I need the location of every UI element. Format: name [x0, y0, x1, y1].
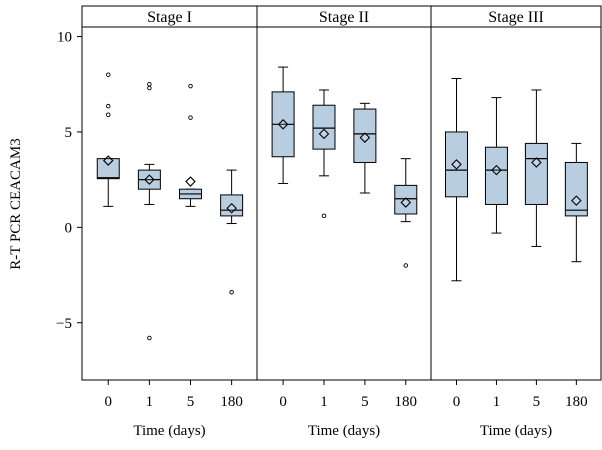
x-tick-label: 0	[279, 394, 287, 410]
box-180	[220, 169, 244, 295]
box-0	[96, 72, 120, 207]
x-tick-label: 0	[105, 394, 113, 410]
box-5	[524, 89, 548, 247]
outlier-point	[403, 263, 409, 268]
mean-marker	[491, 164, 502, 176]
mean-marker	[277, 119, 289, 130]
x-tick-label: 5	[533, 394, 541, 410]
outlier-point	[147, 85, 152, 91]
panel: Stage I 0 1 5 180 Time (days)	[81, 5, 258, 439]
mean-marker	[144, 174, 155, 185]
mean-marker	[531, 157, 542, 168]
mean-marker	[400, 197, 412, 208]
box-1	[137, 81, 161, 341]
outlier-point	[105, 72, 111, 77]
outlier-point	[147, 335, 152, 341]
x-tick-label: 1	[146, 394, 154, 410]
x-tick-label: 180	[395, 394, 418, 410]
x-tick-label: 5	[187, 394, 195, 410]
box-iqr	[524, 142, 548, 205]
box-iqr	[394, 184, 418, 215]
outlier-point	[147, 81, 152, 87]
outlier-point	[188, 83, 193, 89]
x-axis-label: Time (days)	[480, 423, 552, 439]
box-5	[179, 83, 202, 207]
y-axis-label: R-T PCR CEACAM3	[8, 138, 24, 269]
x-tick-label: 1	[493, 394, 501, 410]
x-tick-label: 1	[320, 394, 328, 410]
panel-title: Stage II	[319, 9, 369, 26]
box-iqr	[484, 146, 508, 205]
box-0	[271, 66, 295, 184]
x-axis-label: Time (days)	[133, 423, 205, 439]
y-tick-label: −5	[56, 316, 72, 332]
outlier-point	[105, 103, 111, 109]
mean-marker	[102, 155, 114, 166]
panel: Stage III 0 1 5 180 Time (days)	[430, 5, 602, 439]
x-tick-label: 5	[361, 394, 369, 410]
mean-marker	[318, 128, 330, 140]
panel: Stage II 0 1 5 180 Time (days)	[256, 5, 432, 439]
outlier-point	[229, 289, 234, 295]
mean-marker	[185, 176, 196, 187]
outlier-point	[105, 112, 111, 118]
box-1	[312, 89, 336, 219]
y-tick-label: 10	[57, 30, 72, 46]
box-iqr	[353, 108, 377, 163]
box-0	[445, 78, 468, 282]
y-tick-label: 5	[65, 125, 73, 141]
x-tick-label: 180	[220, 394, 243, 410]
x-axis-label: Time (days)	[308, 423, 380, 439]
panel-frame	[430, 26, 602, 381]
box-1	[484, 97, 508, 234]
x-tick-label: 0	[453, 394, 461, 410]
mean-marker	[359, 132, 371, 143]
panel-title: Stage III	[488, 9, 544, 26]
mean-marker	[451, 159, 462, 170]
y-axis: −5 0 5 10	[56, 30, 82, 332]
y-tick-label: 0	[65, 220, 73, 236]
box-iqr	[312, 104, 336, 150]
box-iqr	[564, 161, 588, 217]
box-5	[353, 102, 377, 194]
x-tick-label: 180	[565, 394, 588, 410]
box-180	[394, 158, 418, 268]
outlier-point	[188, 115, 193, 120]
box-iqr	[445, 131, 468, 198]
box-iqr	[96, 158, 120, 180]
panel-title: Stage I	[147, 9, 192, 26]
box-180	[564, 142, 588, 263]
panels: Stage I 0 1 5 180 Time (days) Stage II 0 1 5 180 Ti…	[81, 5, 602, 439]
mean-marker	[226, 202, 237, 214]
mean-marker	[571, 195, 582, 206]
outlier-point	[321, 213, 327, 219]
